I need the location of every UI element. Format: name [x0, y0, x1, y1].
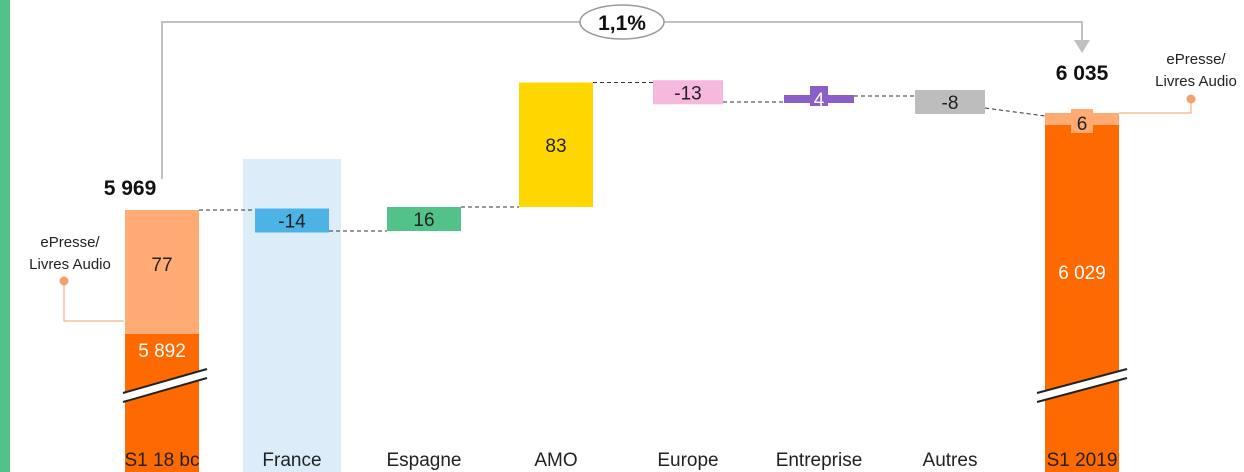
growth-badge: [579, 4, 665, 40]
axis-break-line: [1036, 368, 1128, 394]
category-label: France: [262, 450, 321, 471]
step-bar-espagne: [387, 207, 461, 231]
axis-break-right: [1037, 369, 1127, 402]
category-label: Espagne: [386, 450, 461, 471]
category-label: S1 2019: [1047, 450, 1118, 471]
callout-right-text: Livres Audio: [1155, 73, 1237, 90]
highlight-band: [243, 159, 341, 472]
end-segment-label: 6 029: [1058, 263, 1106, 284]
start-segment-label: 77: [151, 255, 172, 276]
step-label-box: [810, 86, 828, 106]
callout-right-text: ePresse/: [1166, 51, 1226, 68]
start-total-label: 5 969: [104, 177, 157, 200]
connector-line: [984, 107, 1046, 117]
growth-arrowhead: [1074, 40, 1090, 53]
callout-left-text: Livres Audio: [29, 256, 111, 273]
growth-label: 1,1%: [598, 12, 646, 35]
callout-dot-right: [1186, 94, 1196, 104]
start-bar-segment-light: [125, 210, 199, 334]
step-bar-europe: [653, 80, 723, 105]
axis-break-line: [1036, 377, 1128, 403]
category-label: AMO: [534, 450, 577, 471]
category-label: Entreprise: [776, 450, 863, 471]
axis-break-line: [122, 368, 208, 394]
start-bar-segment-base: [125, 334, 199, 472]
step-bar-amo: [519, 82, 593, 207]
step-label: 16: [413, 210, 434, 231]
step-label: 4: [814, 90, 825, 111]
callout-left-text: ePresse/: [40, 234, 100, 251]
end-segment-label: 6: [1077, 114, 1088, 135]
end-segment-label-box: [1071, 109, 1093, 133]
category-label: Autres: [923, 450, 978, 471]
category-label: Europe: [657, 450, 718, 471]
step-label: -13: [674, 83, 701, 104]
callout-line-right: [1119, 99, 1192, 114]
category-label: S1 18 bc: [125, 450, 200, 471]
axis-break-line: [122, 377, 208, 403]
step-label: -14: [278, 212, 306, 233]
step-bar-autres: [915, 90, 985, 114]
start-segment-label: 5 892: [138, 341, 186, 362]
accent-strip: [0, 0, 10, 472]
end-total-label: 6 035: [1056, 62, 1109, 85]
callout-dot-left: [59, 276, 69, 286]
axis-break-left: [123, 369, 207, 402]
step-label: 83: [545, 136, 566, 157]
step-label: -8: [942, 93, 959, 114]
step-bar-france: [255, 208, 329, 233]
callout-line-left: [63, 281, 124, 322]
end-bar-segment-base: [1045, 125, 1119, 472]
